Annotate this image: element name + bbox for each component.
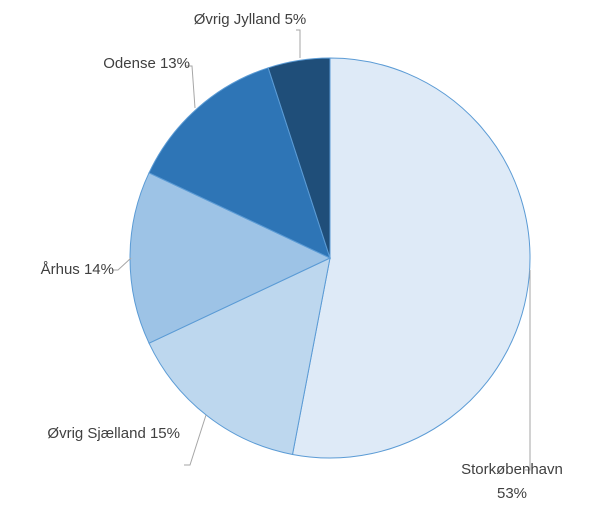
pie-slice <box>267 57 331 259</box>
category-label: Odense <box>103 55 156 72</box>
pie-slice <box>148 67 331 259</box>
pie-slice <box>148 257 331 456</box>
value-label: 53% <box>496 485 528 502</box>
leader-line <box>112 257 132 271</box>
data-label: Øvrig Sjælland 15% <box>40 422 180 446</box>
category-label: Århus <box>40 261 80 278</box>
data-label: Øvrig Jylland 5% <box>185 8 315 32</box>
category-label: Øvrig Sjælland <box>47 425 146 442</box>
data-label: Odense 13% <box>50 52 190 76</box>
category-label: Øvrig Jylland <box>193 11 281 28</box>
value-label: 15% <box>149 425 180 442</box>
pie-slice <box>129 172 332 344</box>
leader-line <box>186 65 196 109</box>
category-label: Storkøbenhavn <box>461 461 563 478</box>
data-label: Storkøbenhavn 53% <box>460 458 564 506</box>
pie-slice <box>291 57 531 459</box>
leader-line <box>525 270 531 471</box>
leader-line <box>184 414 207 466</box>
value-label: 14% <box>83 261 114 278</box>
leader-line <box>296 29 301 58</box>
data-label: Århus 14% <box>4 258 114 282</box>
value-label: 5% <box>284 11 307 28</box>
value-label: 13% <box>159 55 190 72</box>
